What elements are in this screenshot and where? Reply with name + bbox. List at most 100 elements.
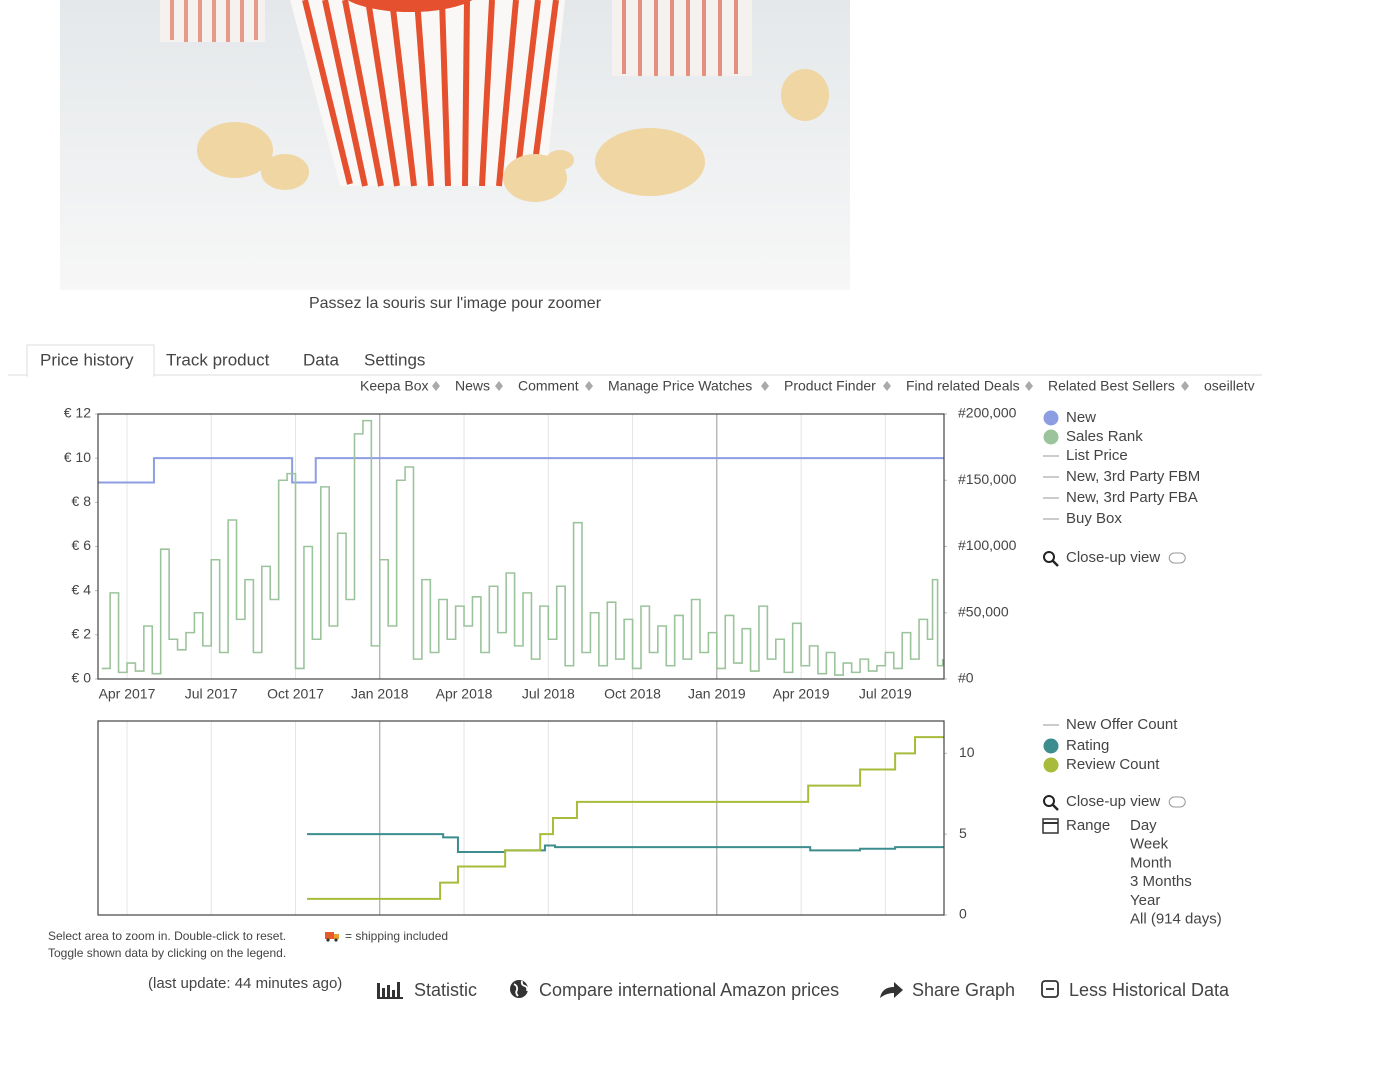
series-line (306, 833, 944, 853)
legend-item[interactable]: List Price (1066, 447, 1128, 464)
range-option[interactable]: Month (1130, 854, 1172, 871)
y2-tick-label: #50,000 (958, 603, 1009, 619)
tab[interactable]: Data (303, 350, 339, 369)
plot-area (98, 414, 944, 679)
toggle-icon (1168, 552, 1186, 564)
action-statistic[interactable]: Statistic (414, 980, 477, 1000)
statistic-icon (377, 982, 403, 999)
calendar-icon (1042, 818, 1059, 834)
y-tick-label: € 2 (72, 626, 92, 642)
y-tick-label: € 0 (72, 670, 92, 686)
y-tick-label: 0 (959, 906, 967, 922)
plot-area (98, 721, 944, 915)
link[interactable]: oseilletv (1204, 378, 1255, 394)
link: Keepa Box (360, 378, 429, 394)
y2-tick-label: #100,000 (958, 537, 1017, 553)
x-tick-label: Apr 2017 (99, 686, 156, 702)
legend-swatch (1043, 738, 1059, 754)
y-tick-label: € 4 (72, 581, 92, 597)
series-line (98, 457, 944, 484)
link-separator (1025, 381, 1033, 391)
tab[interactable]: Settings (364, 350, 425, 369)
close-up-toggle[interactable]: Close-up view (1066, 549, 1160, 566)
legend-item[interactable]: Buy Box (1066, 510, 1122, 527)
link-separator (432, 381, 440, 391)
x-tick-label: Jul 2018 (522, 686, 575, 702)
y-tick-label: 10 (959, 744, 975, 760)
plot-border (97, 413, 945, 680)
range-option[interactable]: Year (1130, 892, 1160, 909)
link[interactable]: Find related Deals (906, 378, 1020, 394)
popcorn-pieces (197, 69, 829, 202)
link[interactable]: Comment (518, 378, 579, 394)
range-option[interactable]: All (914 days) (1130, 910, 1222, 927)
magnifier-icon (1043, 551, 1055, 563)
action-share[interactable]: Share Graph (912, 980, 1015, 1000)
x-tick-label: Apr 2018 (436, 686, 493, 702)
plot-border (97, 720, 945, 916)
toggle-icon (1168, 796, 1186, 808)
link-separator (761, 381, 769, 391)
y-tick-label: € 10 (64, 449, 91, 465)
legend-swatch (1043, 410, 1059, 426)
y-tick-label: 5 (959, 825, 967, 841)
link-separator (495, 381, 503, 391)
notes: Select area to zoom in. Double-click to … (48, 929, 448, 960)
x-tick-label: Apr 2019 (773, 686, 830, 702)
link[interactable]: Related Best Sellers (1048, 378, 1175, 394)
globe-icon (510, 980, 529, 998)
tab[interactable]: Track product (166, 350, 270, 369)
share-icon (880, 982, 903, 998)
action-less-data[interactable]: Less Historical Data (1069, 980, 1230, 1000)
y2-tick-label: #0 (958, 670, 974, 686)
close-up-toggle[interactable]: Close-up view (1066, 793, 1160, 810)
truck-icon (325, 932, 339, 942)
link[interactable]: Product Finder (784, 378, 876, 394)
legend-item[interactable]: Sales Rank (1066, 428, 1143, 445)
range-label: Range (1066, 817, 1110, 834)
magnifier-handle (1052, 560, 1059, 567)
range-option[interactable]: 3 Months (1130, 873, 1192, 890)
legend-item[interactable]: New, 3rd Party FBA (1066, 489, 1198, 506)
y-tick-label: € 6 (72, 537, 92, 553)
product-image[interactable] (60, 0, 850, 290)
legend-item[interactable]: Rating (1066, 737, 1109, 754)
less-icon (1041, 980, 1059, 998)
active-tab (26, 344, 155, 377)
x-tick-label: Jul 2017 (185, 686, 238, 702)
x-tick-label: Jan 2019 (688, 686, 746, 702)
charts: Apr 2017 Jul 2017 Oct 2017 Jan 2018 Apr 2018… (64, 405, 1222, 928)
popcorn-box-center (290, 0, 565, 187)
toggle-note: Toggle shown data by clicking on the leg… (48, 946, 286, 960)
y2-tick-label: #150,000 (958, 471, 1017, 487)
shipping-note: = shipping included (345, 929, 448, 943)
link[interactable]: Manage Price Watches (608, 378, 752, 394)
series-line (101, 419, 944, 676)
y2-tick-label: #200,000 (958, 405, 1017, 421)
action-compare[interactable]: Compare international Amazon prices (539, 980, 839, 1000)
link[interactable]: News (455, 378, 490, 394)
y-tick-label: € 12 (64, 405, 91, 421)
range-option[interactable]: Day (1130, 817, 1157, 834)
tab[interactable]: Price history (40, 350, 134, 369)
y-tick-label: € 8 (72, 493, 92, 509)
footer: (last update: 44 minutes ago) Statistic … (148, 975, 1230, 1000)
legend-item[interactable]: Review Count (1066, 756, 1160, 773)
x-tick-label: Oct 2017 (267, 686, 324, 702)
legend-swatch (1043, 429, 1059, 445)
x-tick-label: Oct 2018 (604, 686, 661, 702)
magnifier-icon (1043, 795, 1055, 807)
legend-item[interactable]: New Offer Count (1066, 716, 1178, 733)
last-update: (last update: 44 minutes ago) (148, 975, 342, 992)
legend-swatch (1043, 757, 1059, 773)
links: Keepa Box News Comment Manage Price Watches… (360, 378, 1255, 394)
tabs: Price history Track product Data Settings (40, 350, 425, 369)
range-option[interactable]: Week (1130, 836, 1169, 853)
legend-item[interactable]: New, 3rd Party FBM (1066, 468, 1200, 485)
zoom-note: Select area to zoom in. Double-click to … (48, 929, 286, 943)
image-caption: Passez la souris sur l'image pour zoomer (309, 295, 602, 312)
series-line (306, 736, 944, 900)
legend-item[interactable]: New (1066, 409, 1096, 426)
